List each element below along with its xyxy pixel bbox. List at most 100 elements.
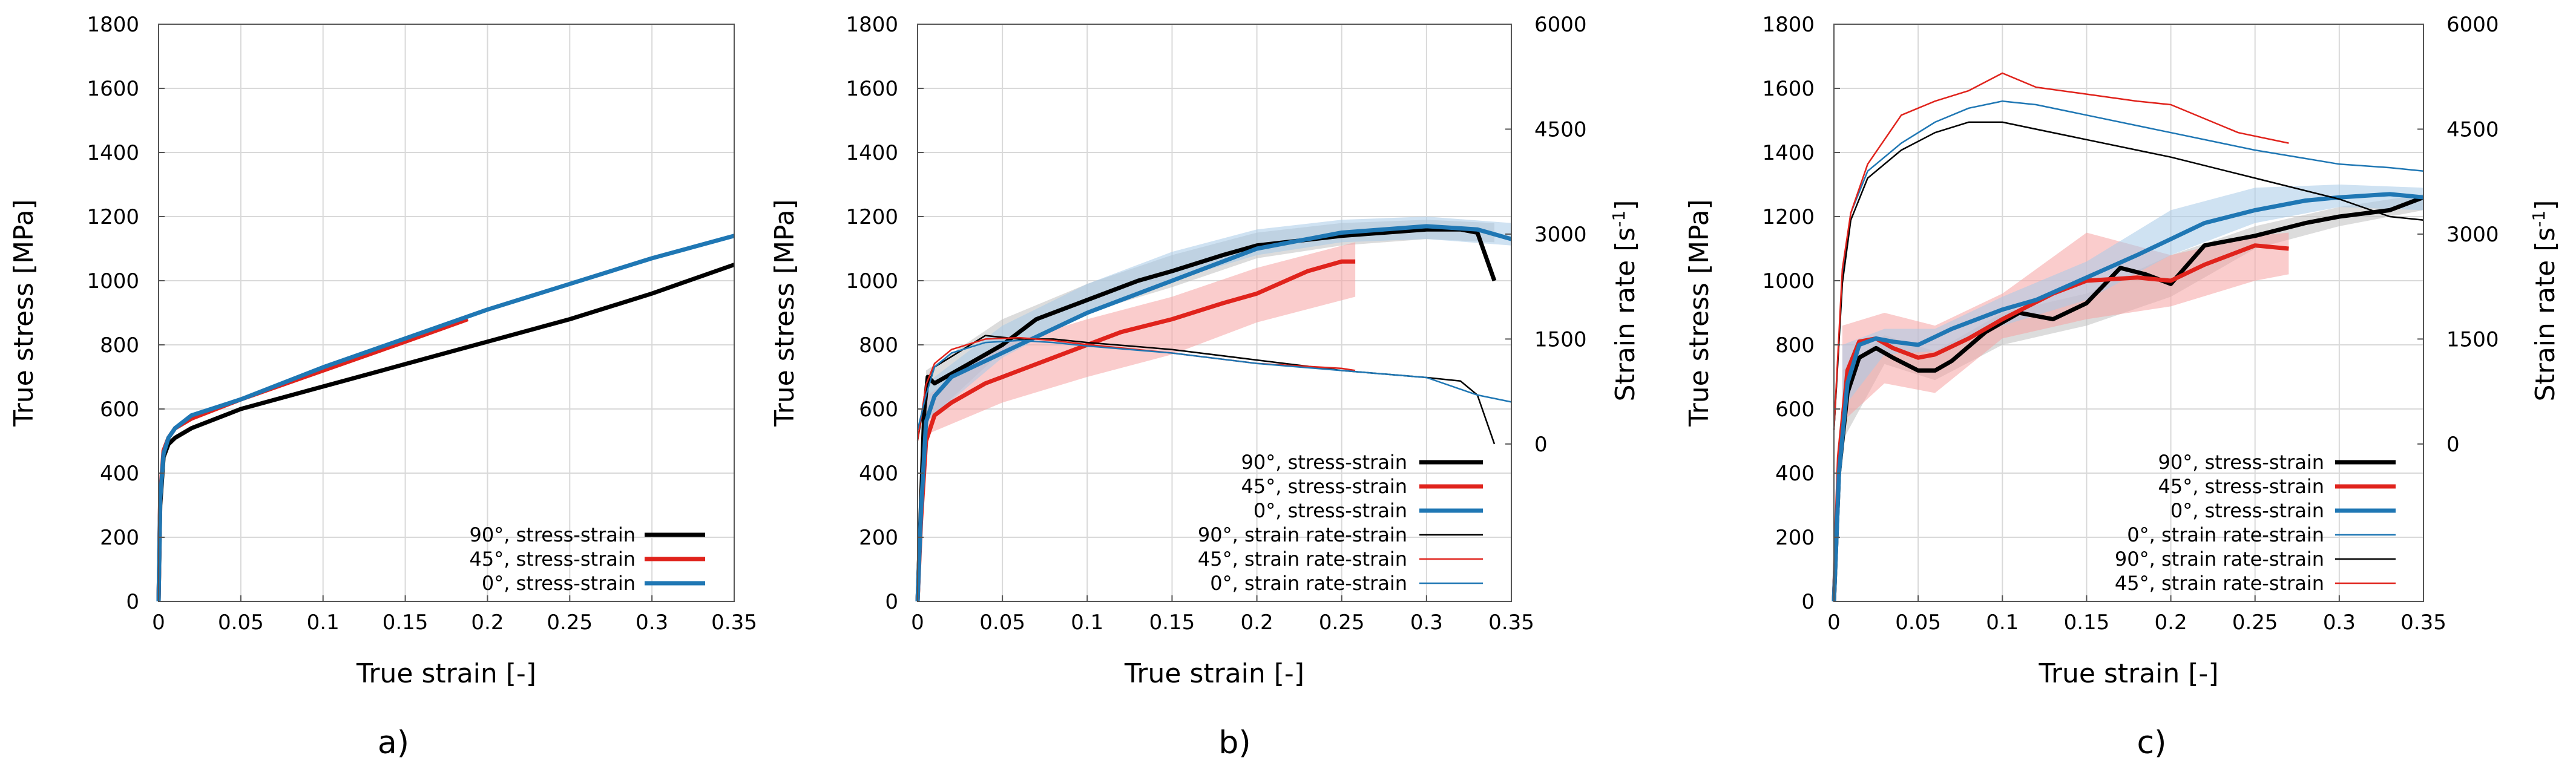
- y-tick-label: 1200: [846, 205, 898, 229]
- y2-tick-label: 6000: [2446, 13, 2499, 37]
- y2-tick-label: 0: [2446, 433, 2460, 457]
- y-tick-label: 800: [1775, 333, 1815, 358]
- y-tick-label: 0: [885, 590, 898, 614]
- y2-axis-label-sup: -1: [2529, 211, 2549, 227]
- legend-label: 45°, stress-strain: [470, 548, 636, 571]
- legend-label: 0°, stress-strain: [1254, 499, 1407, 522]
- series-line: [915, 227, 1497, 602]
- x-tick-label: 0.15: [1149, 610, 1195, 635]
- x-tick-label: 0: [152, 610, 165, 635]
- y2-axis-label-sup: -1: [1609, 211, 1629, 227]
- series-line: [915, 224, 1512, 602]
- y2-tick-label: 4500: [2446, 117, 2499, 142]
- y-tick-label: 1000: [87, 269, 139, 293]
- x-tick-label: 0.35: [2400, 610, 2446, 635]
- y-tick-label: 400: [1775, 462, 1815, 486]
- y-tick-label: 200: [859, 526, 898, 550]
- x-tick-label: 0.25: [2232, 610, 2278, 635]
- series-line: [156, 234, 735, 602]
- legend-label: 90°, stress-strain: [2158, 451, 2324, 474]
- panel-label: c): [2137, 725, 2167, 761]
- series-line: [1833, 72, 2289, 430]
- x-axis-label: True strain [-]: [2039, 658, 2219, 689]
- y-axis-label: True stress [MPa]: [8, 199, 39, 427]
- series-line: [1833, 121, 2424, 430]
- y-tick-label: 1600: [846, 77, 898, 101]
- x-tick-label: 0.35: [1488, 610, 1534, 635]
- y2-axis-label-main: Strain rate [s: [2530, 227, 2561, 402]
- x-tick-label: 0.05: [979, 610, 1025, 635]
- scatter-band: [926, 242, 1356, 435]
- series-line: [156, 263, 735, 602]
- y-tick-label: 1600: [87, 77, 139, 101]
- plot-frame: [917, 24, 1512, 602]
- x-tick-label: 0: [911, 610, 924, 635]
- y-tick-label: 1400: [87, 141, 139, 165]
- y-tick-label: 1200: [87, 205, 139, 229]
- y-tick-label: 600: [100, 397, 139, 422]
- y-tick-label: 1200: [1762, 205, 1815, 229]
- y2-tick-label: 3000: [1534, 223, 1587, 247]
- y-tick-label: 1800: [87, 13, 139, 37]
- panel-label: a): [378, 725, 409, 761]
- x-tick-label: 0.2: [2155, 610, 2187, 635]
- y-tick-label: 800: [100, 333, 139, 358]
- y-tick-label: 200: [1775, 526, 1815, 550]
- legend-label: 0°, strain rate-strain: [1210, 572, 1407, 595]
- legend-label: 45°, strain rate-strain: [2115, 572, 2324, 595]
- y-tick-label: 1000: [846, 269, 898, 293]
- x-tick-label: 0.2: [471, 610, 504, 635]
- x-tick-label: 0.1: [307, 610, 340, 635]
- series-line: [1832, 195, 2425, 602]
- x-tick-label: 0.2: [1241, 610, 1273, 635]
- y-axis-label: True stress [MPa]: [769, 199, 800, 427]
- x-tick-label: 0.1: [1071, 610, 1103, 635]
- y-tick-label: 400: [859, 462, 898, 486]
- y2-tick-label: 1500: [2446, 327, 2499, 352]
- scatter-band: [1842, 185, 2423, 409]
- y-tick-label: 1800: [1762, 13, 1815, 37]
- legend-label: 90°, stress-strain: [470, 523, 636, 546]
- legend-label: 0°, strain rate-strain: [2127, 523, 2324, 546]
- y-tick-label: 400: [100, 462, 139, 486]
- y-tick-label: 1000: [1762, 269, 1815, 293]
- chart-panel-2: 0 0.05 0.1 0.15 0.2 0.25 0.3 0.35 0 200 400 600 800 1…: [769, 13, 1641, 761]
- y-tick-label: 600: [1775, 397, 1815, 422]
- y2-tick-label: 1500: [1534, 327, 1587, 352]
- y2-tick-label: 3000: [2446, 223, 2499, 247]
- series-line: [916, 335, 1496, 445]
- chart-panel-3: 0 0.05 0.1 0.15 0.2 0.25 0.3 0.35 0 200 400 600 800 1…: [1684, 13, 2561, 761]
- y-tick-label: 1400: [846, 141, 898, 165]
- y-axis-label: True stress [MPa]: [1684, 199, 1715, 427]
- y2-axis-label: Strain rate [s-1]: [1609, 200, 1641, 402]
- y2-tick-label: 4500: [1534, 117, 1587, 142]
- x-tick-label: 0.15: [383, 610, 429, 635]
- legend-label: 90°, strain rate-strain: [2115, 548, 2324, 571]
- panel-label: b): [1218, 725, 1250, 761]
- y2-axis-label-main: Strain rate [s: [1610, 227, 1641, 402]
- x-tick-label: 0.25: [1319, 610, 1365, 635]
- series-line: [916, 339, 1512, 430]
- y-tick-label: 0: [1801, 590, 1815, 614]
- y-tick-label: 200: [100, 526, 139, 550]
- plot-frame: [158, 24, 735, 602]
- y-tick-label: 1600: [1762, 77, 1815, 101]
- y-tick-label: 1400: [1762, 141, 1815, 165]
- x-axis-label: True strain [-]: [356, 658, 536, 689]
- y-tick-label: 1800: [846, 13, 898, 37]
- legend-label: 90°, stress-strain: [1241, 451, 1407, 474]
- y2-axis-label-end: ]: [2530, 200, 2561, 211]
- x-tick-label: 0.05: [218, 610, 264, 635]
- y-tick-label: 600: [859, 397, 898, 422]
- plot-frame: [1833, 24, 2424, 602]
- chart-panel-1: 0 0.05 0.1 0.15 0.2 0.25 0.3 0.35 0 200 400 600 800 1…: [8, 13, 757, 761]
- legend-label: 90°, strain rate-strain: [1198, 523, 1407, 546]
- legend-label: 0°, stress-strain: [2170, 499, 2324, 522]
- legend-label: 45°, stress-strain: [2158, 475, 2324, 498]
- x-tick-label: 0.3: [636, 610, 668, 635]
- y2-axis-label-end: ]: [1610, 200, 1641, 211]
- legend-label: 0°, stress-strain: [482, 572, 636, 595]
